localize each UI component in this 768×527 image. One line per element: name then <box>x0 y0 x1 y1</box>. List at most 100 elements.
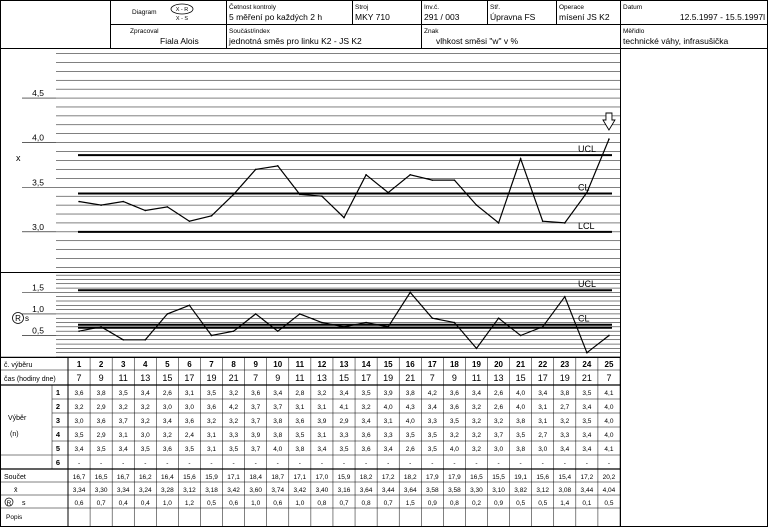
measurement-cell: 4,0 <box>516 404 525 411</box>
processor-label: Zpracoval <box>130 28 159 35</box>
sample-number: 4 <box>143 360 148 369</box>
measurement-cell: 3,4 <box>384 446 393 453</box>
diagram-symbol-top: X - R <box>176 7 189 13</box>
data-point <box>453 321 456 324</box>
mean-cell: 3,30 <box>470 487 483 494</box>
frequency-value: 5 měření po každých 2 h <box>229 12 322 22</box>
time-cell: 19 <box>560 373 570 383</box>
row-label: R <box>7 500 12 507</box>
measurement-cell: 3,9 <box>317 418 326 425</box>
measurement-cell: 3,0 <box>185 404 194 411</box>
measurement-cell: 3,8 <box>516 446 525 453</box>
measurement-cell: 3,0 <box>538 446 547 453</box>
measurement-cell: - <box>409 460 411 467</box>
measurement-cell: 3,4 <box>119 446 128 453</box>
data-point <box>586 351 588 354</box>
measurement-cell: 3,2 <box>494 418 503 425</box>
measurement-cell: 3,0 <box>75 418 84 425</box>
measurement-cell: 3,2 <box>472 404 481 411</box>
measurement-cell: 4,0 <box>604 418 613 425</box>
control-line-label: CL <box>578 314 590 324</box>
time-cell: 7 <box>77 373 82 383</box>
measurement-cell: 3,1 <box>119 432 128 439</box>
x-chart-grid <box>56 53 620 268</box>
sum-cell: 15,6 <box>536 474 549 481</box>
measurement-cell: 3,5 <box>362 390 371 397</box>
measurement-cell: 3,5 <box>582 390 591 397</box>
measurement-cell: 3,1 <box>185 390 194 397</box>
range-cell: 0,7 <box>339 500 348 507</box>
measurement-cell: - <box>100 460 102 467</box>
data-point <box>254 313 257 315</box>
measurement-cell: 3,4 <box>273 390 282 397</box>
frequency-label: Četnost kontroly <box>229 2 277 11</box>
range-cell: 1,0 <box>295 500 304 507</box>
sample-number: 14 <box>362 360 371 369</box>
measurement-cell: 3,2 <box>229 418 238 425</box>
measurement-cell: - <box>321 460 323 467</box>
range-cell: 0,6 <box>75 500 84 507</box>
measurement-cell: 3,5 <box>119 390 128 397</box>
data-point <box>210 334 213 337</box>
time-cell: 17 <box>538 373 548 383</box>
header: Diagram X - R X - S Četnost kontroly 5 m… <box>130 2 765 46</box>
measurement-cell: 4,0 <box>516 390 525 397</box>
sum-cell: 18,2 <box>404 474 417 481</box>
measurement-cell: 3,2 <box>119 404 128 411</box>
measurement-cell: 3,3 <box>384 432 393 439</box>
control-line-label: CL <box>578 183 590 193</box>
time-cell: 9 <box>452 373 457 383</box>
y-tick-label: 1,5 <box>32 282 44 292</box>
y-tick-label: 1,0 <box>32 304 44 314</box>
measurement-cell: - <box>608 460 610 467</box>
measurement-cell: 4,1 <box>604 446 613 453</box>
measurement-cell: 3,5 <box>450 418 459 425</box>
measurement-cell: 3,2 <box>472 418 481 425</box>
measurement-cell: 3,5 <box>516 432 525 439</box>
sample-number: 8 <box>231 360 236 369</box>
data-point <box>78 330 80 332</box>
x-chart-control-lines: UCL CL LCL <box>78 144 612 233</box>
measurement-cell: 3,6 <box>295 418 304 425</box>
measurement-cell: 3,2 <box>75 404 84 411</box>
measurement-cell: - <box>188 460 190 467</box>
time-cell: 11 <box>295 373 304 383</box>
sample-number: 17 <box>428 360 437 369</box>
time-cell: 7 <box>606 373 611 383</box>
measurement-cell: 4,0 <box>604 404 613 411</box>
row-label: Popis <box>6 514 23 521</box>
data-point <box>188 304 191 307</box>
data-point <box>321 195 323 197</box>
measurement-cell: - <box>453 460 455 467</box>
time-cell: 15 <box>516 373 526 383</box>
data-point <box>409 291 412 294</box>
range-cell: 1,5 <box>406 500 415 507</box>
sum-cell: 18,4 <box>249 474 262 481</box>
measurement-cell: - <box>255 460 257 467</box>
sum-cell: 17,1 <box>227 474 240 481</box>
time-cell: 9 <box>275 373 280 383</box>
measurement-cell: 3,6 <box>97 418 106 425</box>
control-line-label: LCL <box>578 221 595 231</box>
measurement-cell: 3,6 <box>251 390 260 397</box>
sum-cell: 17,9 <box>448 474 461 481</box>
measurement-cell: 2,4 <box>185 432 194 439</box>
measurement-cell: - <box>542 460 544 467</box>
measurement-cell: 3,2 <box>560 418 569 425</box>
time-cell: 9 <box>99 373 104 383</box>
measurement-cell: 3,2 <box>472 432 481 439</box>
time-cell: 21 <box>229 373 239 383</box>
measurement-cell: 3,7 <box>251 418 260 425</box>
row-number: 5 <box>56 444 60 453</box>
measurement-cell: 3,4 <box>163 418 172 425</box>
measurement-cell: 3,1 <box>317 432 326 439</box>
measurement-cell: 3,4 <box>428 404 437 411</box>
machine-value: MKY 710 <box>355 12 390 22</box>
measurement-cell: 3,2 <box>163 432 172 439</box>
measurement-cell: 3,6 <box>362 432 371 439</box>
measurement-cell: 3,0 <box>163 404 172 411</box>
mean-cell: 4,04 <box>603 487 616 494</box>
sample-number: 5 <box>165 360 170 369</box>
row-label: Součet <box>4 474 26 481</box>
range-cell: 1,2 <box>185 500 194 507</box>
